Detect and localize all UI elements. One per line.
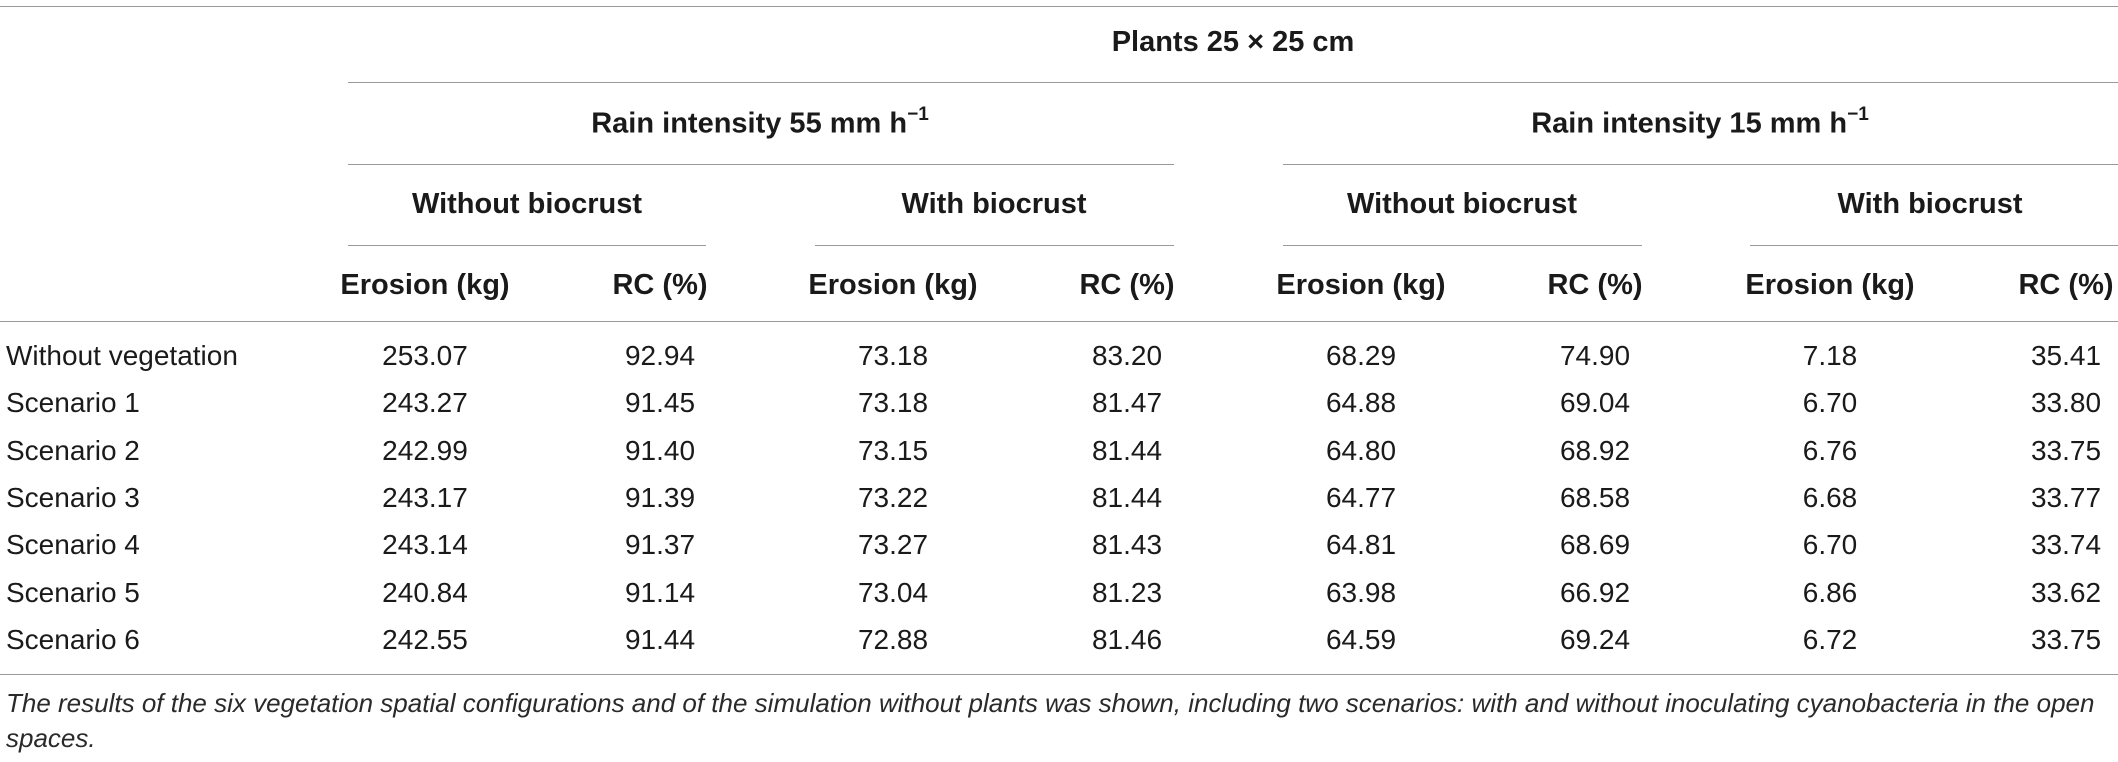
table-cell: 91.39 xyxy=(624,481,696,513)
table-cell: 73.15 xyxy=(857,434,929,466)
table-cell: 73.22 xyxy=(857,481,929,513)
biocrust-rule-4 xyxy=(1750,245,2118,246)
row-label: Scenario 5 xyxy=(6,576,140,608)
table-cell: 6.68 xyxy=(1802,481,1858,513)
rain-55-rule xyxy=(348,164,1174,165)
biocrust-header-4: With biocrust xyxy=(1837,188,2023,220)
table-cell: 81.43 xyxy=(1091,529,1163,561)
table-cell: 6.76 xyxy=(1802,434,1858,466)
table-cell: 33.62 xyxy=(2030,576,2102,608)
rain-intensity-55-header: Rain intensity 55 mm h−1 xyxy=(591,104,929,140)
table-cell: 33.77 xyxy=(2030,481,2102,513)
plants-header: Plants 25 × 25 cm xyxy=(1111,26,1355,58)
column-header: Erosion (kg) xyxy=(1276,269,1446,301)
plants-header-rule xyxy=(348,82,2118,83)
column-header-rule xyxy=(0,321,2118,322)
table-cell: 243.17 xyxy=(382,481,468,513)
table-cell: 7.18 xyxy=(1802,340,1858,371)
table-cell: 81.23 xyxy=(1091,576,1163,608)
table-cell: 64.88 xyxy=(1325,387,1397,419)
table-cell: 91.14 xyxy=(624,576,696,608)
table-cell: 253.07 xyxy=(382,340,468,371)
table-top-rule xyxy=(0,6,2118,7)
table-cell: 64.77 xyxy=(1325,481,1397,513)
table-cell: 69.04 xyxy=(1559,387,1631,419)
table-cell: 35.41 xyxy=(2030,340,2102,371)
rain-intensity-15-header: Rain intensity 15 mm h−1 xyxy=(1531,104,1869,140)
table-cell: 6.70 xyxy=(1802,529,1858,561)
table-cell: 242.55 xyxy=(382,623,468,655)
table-cell: 81.47 xyxy=(1091,387,1163,419)
table-cell: 63.98 xyxy=(1325,576,1397,608)
column-header: Erosion (kg) xyxy=(340,269,510,301)
column-header: RC (%) xyxy=(1547,269,1643,301)
column-header: Erosion (kg) xyxy=(808,269,978,301)
table-cell: 73.04 xyxy=(857,576,929,608)
table-cell: 92.94 xyxy=(624,340,696,371)
row-label: Scenario 6 xyxy=(6,623,140,655)
table-cell: 6.70 xyxy=(1802,387,1858,419)
table-cell: 242.99 xyxy=(382,434,468,466)
table-cell: 73.18 xyxy=(857,340,929,371)
table-cell: 91.37 xyxy=(624,529,696,561)
table-cell: 68.92 xyxy=(1559,434,1631,466)
table-cell: 69.24 xyxy=(1559,623,1631,655)
biocrust-header-1: Without biocrust xyxy=(411,188,643,220)
table-cell: 243.27 xyxy=(382,387,468,419)
table-cell: 81.44 xyxy=(1091,481,1163,513)
row-label: Scenario 1 xyxy=(6,387,140,419)
table-cell: 33.80 xyxy=(2030,387,2102,419)
table-cell: 83.20 xyxy=(1091,340,1163,371)
table-cell: 73.27 xyxy=(857,529,929,561)
biocrust-rule-2 xyxy=(815,245,1174,246)
table-cell: 66.92 xyxy=(1559,576,1631,608)
table-cell: 91.40 xyxy=(624,434,696,466)
table-cell: 73.18 xyxy=(857,387,929,419)
table-cell: 81.44 xyxy=(1091,434,1163,466)
table-bottom-rule xyxy=(0,674,2118,675)
table-cell: 243.14 xyxy=(382,529,468,561)
table-cell: 68.29 xyxy=(1325,340,1397,371)
table-cell: 64.59 xyxy=(1325,623,1397,655)
rain-15-rule xyxy=(1283,164,2118,165)
column-header: RC (%) xyxy=(1079,269,1175,301)
row-label: Without vegetation xyxy=(6,340,238,371)
table-cell: 33.74 xyxy=(2030,529,2102,561)
table-cell: 33.75 xyxy=(2030,434,2102,466)
table-cell: 6.86 xyxy=(1802,576,1858,608)
column-header: RC (%) xyxy=(2018,269,2114,301)
table-cell: 68.58 xyxy=(1559,481,1631,513)
biocrust-header-3: Without biocrust xyxy=(1346,188,1578,220)
table-cell: 91.44 xyxy=(624,623,696,655)
column-header: Erosion (kg) xyxy=(1745,269,1915,301)
table-cell: 91.45 xyxy=(624,387,696,419)
row-label: Scenario 2 xyxy=(6,434,140,466)
column-header: RC (%) xyxy=(612,269,708,301)
biocrust-header-2: With biocrust xyxy=(901,188,1087,220)
table-cell: 64.81 xyxy=(1325,529,1397,561)
table-cell: 68.69 xyxy=(1559,529,1631,561)
table-caption: The results of the six vegetation spatia… xyxy=(6,688,2095,753)
row-label: Scenario 3 xyxy=(6,481,140,513)
table-cell: 240.84 xyxy=(382,576,468,608)
table-cell: 33.75 xyxy=(2030,623,2102,655)
biocrust-rule-3 xyxy=(1283,245,1642,246)
table-cell: 6.72 xyxy=(1802,623,1858,655)
table-cell: 74.90 xyxy=(1559,340,1631,371)
biocrust-rule-1 xyxy=(348,245,706,246)
row-label: Scenario 4 xyxy=(6,529,140,561)
table-cell: 81.46 xyxy=(1091,623,1163,655)
table-cell: 64.80 xyxy=(1325,434,1397,466)
table-cell: 72.88 xyxy=(857,623,929,655)
